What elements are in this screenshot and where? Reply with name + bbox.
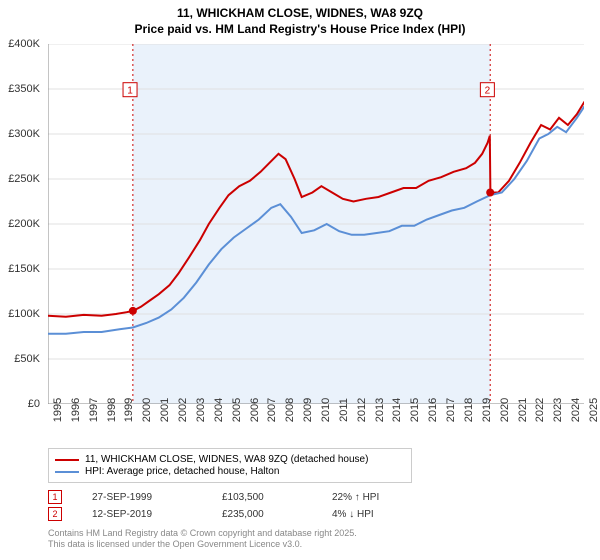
x-tick-label: 2005	[231, 398, 243, 422]
legend-row: HPI: Average price, detached house, Halt…	[55, 466, 405, 477]
x-tick-label: 2019	[481, 398, 493, 422]
title-line-1: 11, WHICKHAM CLOSE, WIDNES, WA8 9ZQ	[0, 6, 600, 22]
x-tick-label: 2025	[588, 398, 600, 422]
y-axis-labels: £0£50K£100K£150K£200K£250K£300K£350K£400…	[0, 44, 44, 404]
sale-hpi-delta: 4% ↓ HPI	[332, 509, 412, 520]
x-tick-label: 1997	[88, 398, 100, 422]
x-tick-label: 2023	[552, 398, 564, 422]
x-tick-label: 2022	[534, 398, 546, 422]
x-tick-label: 2014	[391, 398, 403, 422]
x-tick-label: 2001	[159, 398, 171, 422]
sale-label-num-1: 1	[127, 86, 133, 97]
x-tick-label: 1996	[70, 398, 82, 422]
legend-swatch	[55, 471, 79, 473]
sale-dot-1	[129, 307, 137, 315]
sale-price: £235,000	[222, 509, 302, 520]
x-tick-label: 2024	[570, 398, 582, 422]
x-tick-label: 1999	[123, 398, 135, 422]
x-tick-label: 2013	[374, 398, 386, 422]
x-tick-label: 2011	[338, 398, 350, 422]
y-tick-label: £250K	[8, 173, 40, 185]
x-tick-label: 2006	[249, 398, 261, 422]
x-axis-labels: 1995199619971998199920002001200220032004…	[48, 406, 584, 446]
x-tick-label: 2007	[266, 398, 278, 422]
x-tick-label: 2009	[302, 398, 314, 422]
y-tick-label: £50K	[14, 353, 40, 365]
sale-label-num-2: 2	[485, 86, 491, 97]
x-tick-label: 2016	[427, 398, 439, 422]
legend-swatch	[55, 459, 79, 461]
footer-line-1: Contains HM Land Registry data © Crown c…	[48, 528, 357, 539]
sales-table: 1 27-SEP-1999 £103,500 22% ↑ HPI 2 12-SEP-201…	[48, 490, 412, 524]
sale-row: 1 27-SEP-1999 £103,500 22% ↑ HPI	[48, 490, 412, 504]
footer-attribution: Contains HM Land Registry data © Crown c…	[48, 528, 357, 550]
sale-dot-2	[486, 189, 494, 197]
x-tick-label: 2012	[356, 398, 368, 422]
chart-svg: 12	[48, 44, 584, 404]
x-tick-label: 2018	[463, 398, 475, 422]
x-tick-label: 2021	[517, 398, 529, 422]
x-tick-label: 2000	[141, 398, 153, 422]
y-tick-label: £200K	[8, 218, 40, 230]
legend-label: HPI: Average price, detached house, Halt…	[85, 466, 279, 477]
x-tick-label: 2004	[213, 398, 225, 422]
sale-marker-box: 1	[48, 490, 62, 504]
y-tick-label: £350K	[8, 83, 40, 95]
x-tick-label: 2010	[320, 398, 332, 422]
y-tick-label: £400K	[8, 38, 40, 50]
legend-row: 11, WHICKHAM CLOSE, WIDNES, WA8 9ZQ (det…	[55, 454, 405, 465]
x-tick-label: 2017	[445, 398, 457, 422]
legend-box: 11, WHICKHAM CLOSE, WIDNES, WA8 9ZQ (det…	[48, 448, 412, 483]
x-tick-label: 2003	[195, 398, 207, 422]
sale-row: 2 12-SEP-2019 £235,000 4% ↓ HPI	[48, 507, 412, 521]
x-tick-label: 2008	[284, 398, 296, 422]
title-line-2: Price paid vs. HM Land Registry's House …	[0, 22, 600, 38]
y-tick-label: £150K	[8, 263, 40, 275]
legend-label: 11, WHICKHAM CLOSE, WIDNES, WA8 9ZQ (det…	[85, 454, 368, 465]
x-tick-label: 2020	[499, 398, 511, 422]
y-tick-label: £100K	[8, 308, 40, 320]
x-tick-label: 2002	[177, 398, 189, 422]
y-tick-label: £0	[28, 398, 40, 410]
x-tick-label: 2015	[409, 398, 421, 422]
sale-date: 27-SEP-1999	[92, 492, 192, 503]
y-tick-label: £300K	[8, 128, 40, 140]
sale-date: 12-SEP-2019	[92, 509, 192, 520]
chart-title-block: 11, WHICKHAM CLOSE, WIDNES, WA8 9ZQ Pric…	[0, 0, 600, 37]
sale-marker-box: 2	[48, 507, 62, 521]
x-tick-label: 1995	[52, 398, 64, 422]
sale-price: £103,500	[222, 492, 302, 503]
x-tick-label: 1998	[106, 398, 118, 422]
sale-hpi-delta: 22% ↑ HPI	[332, 492, 412, 503]
chart-container: 11, WHICKHAM CLOSE, WIDNES, WA8 9ZQ Pric…	[0, 0, 600, 560]
footer-line-2: This data is licensed under the Open Gov…	[48, 539, 357, 550]
chart-plot-area: 12	[48, 44, 584, 404]
